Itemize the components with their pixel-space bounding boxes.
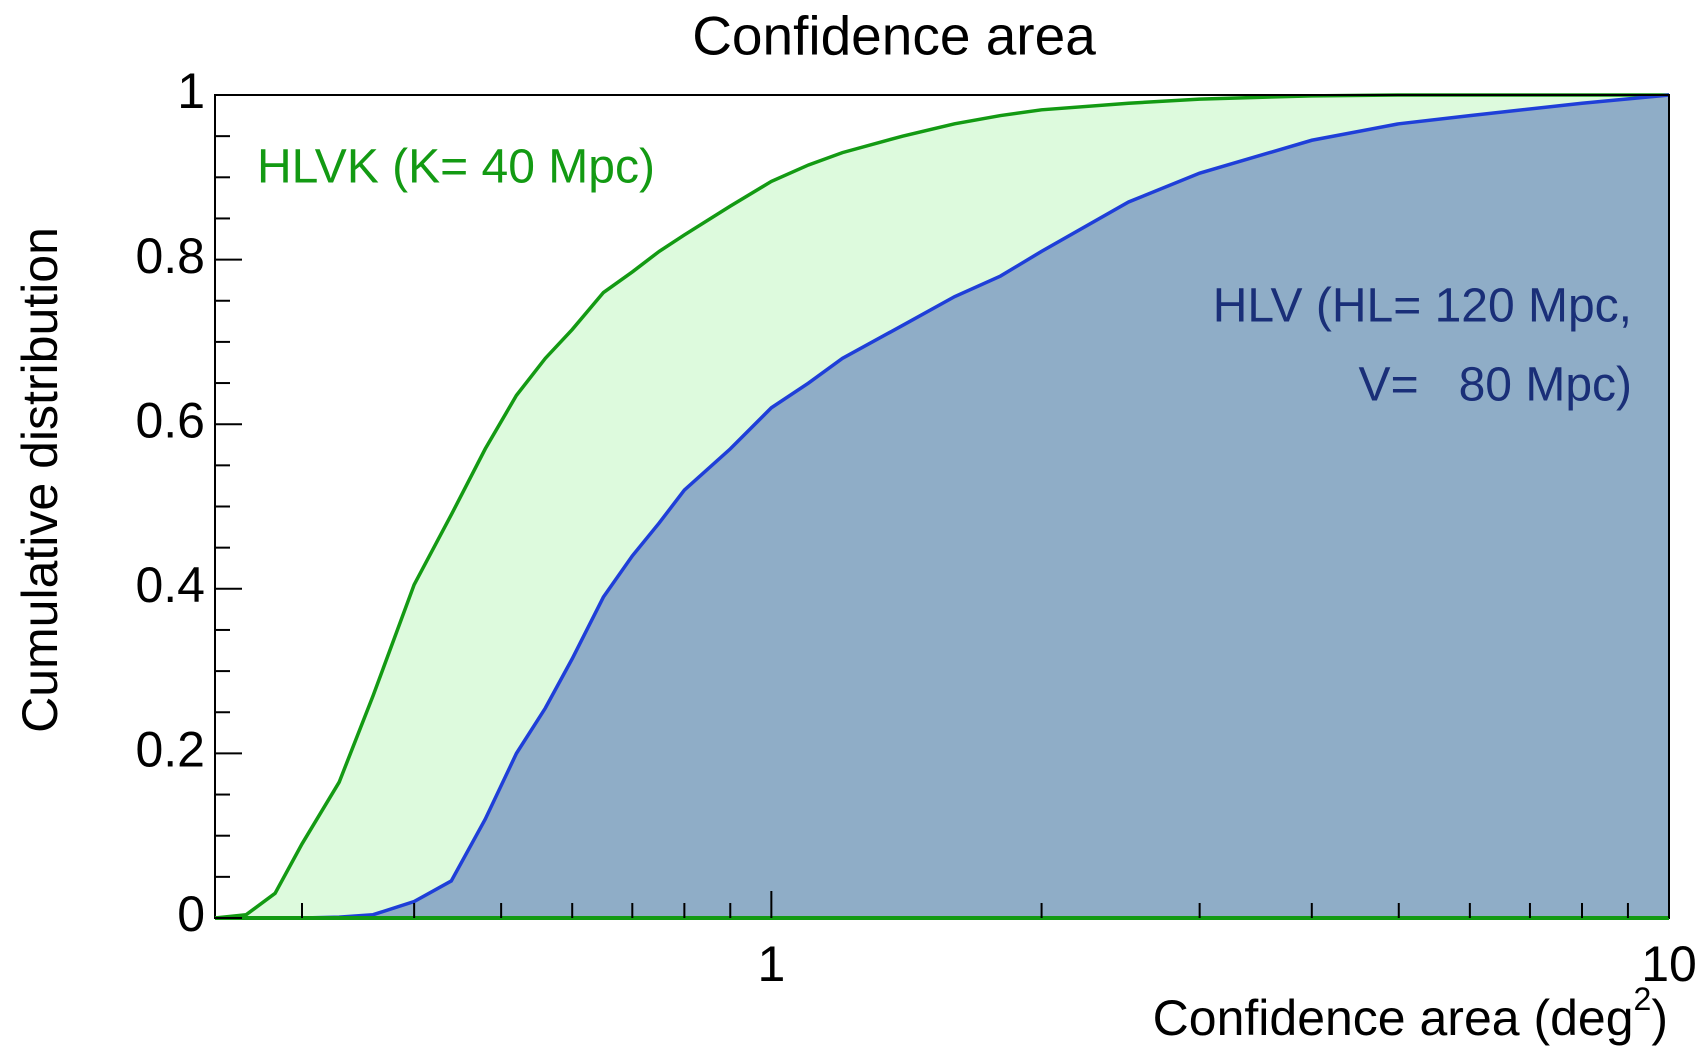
legend-entry: V= 80 Mpc) xyxy=(1359,359,1632,412)
y-tick-label: 0.2 xyxy=(135,722,205,778)
y-tick-label: 1 xyxy=(177,63,205,119)
chart-title: Confidence area xyxy=(692,5,1096,67)
x-axis-label-end: ) xyxy=(1651,990,1668,1046)
x-axis-label-sup: 2 xyxy=(1634,981,1652,1017)
area-fill xyxy=(215,95,1669,918)
y-tick-label: 0 xyxy=(177,886,205,942)
legend-entry: HLVK (K= 40 Mpc) xyxy=(257,141,655,194)
x-tick-label: 10 xyxy=(1641,936,1697,992)
series-line xyxy=(215,93,1670,920)
y-tick-label: 0.6 xyxy=(135,392,205,448)
legend-entry: HLV (HL= 120 Mpc, xyxy=(1213,280,1632,333)
x-axis-label-main: Confidence area (deg xyxy=(1153,990,1634,1046)
y-tick-label: 0.4 xyxy=(135,557,205,613)
y-tick-label: 0.8 xyxy=(135,228,205,284)
x-axis-label: Confidence area (deg2) xyxy=(1153,981,1668,1046)
x-tick-label: 1 xyxy=(757,936,785,992)
y-axis-label: Cumulative distribution xyxy=(12,227,68,733)
series-line xyxy=(214,93,1669,920)
